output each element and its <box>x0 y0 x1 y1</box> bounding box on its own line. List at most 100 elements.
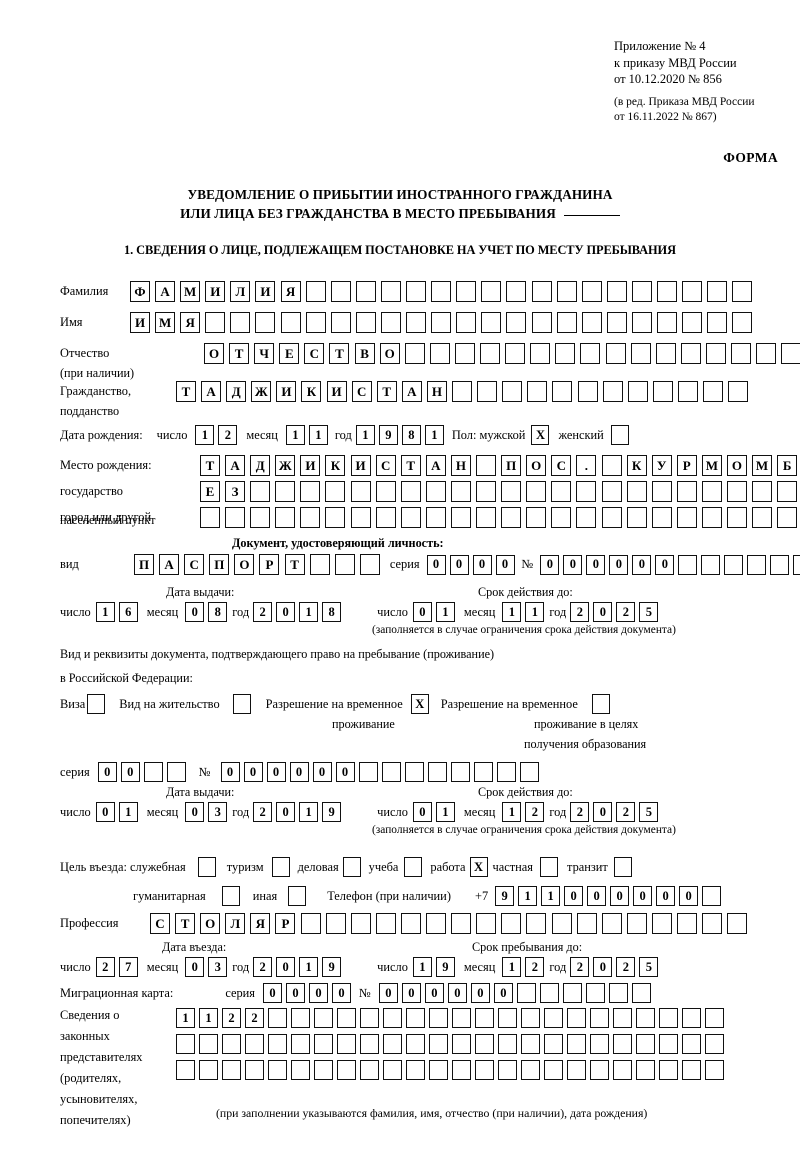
char-cell[interactable] <box>705 1008 724 1028</box>
char-cell[interactable] <box>630 343 651 364</box>
char-cell[interactable] <box>682 312 703 333</box>
char-cell[interactable]: 0 <box>540 554 560 575</box>
char-cell[interactable] <box>752 481 773 502</box>
char-cell[interactable] <box>456 312 477 333</box>
char-cell[interactable]: О <box>526 455 547 476</box>
char-cell[interactable] <box>770 554 790 575</box>
char-cell[interactable] <box>581 312 602 333</box>
char-cell[interactable] <box>380 281 401 302</box>
char-cell[interactable]: 9 <box>435 957 455 977</box>
char-cell[interactable] <box>677 381 698 402</box>
char-cell[interactable]: 0 <box>276 602 296 622</box>
char-cell[interactable]: 0 <box>593 602 613 622</box>
char-cell[interactable] <box>245 1034 264 1054</box>
char-cell[interactable]: 0 <box>95 802 115 822</box>
char-cell[interactable]: 0 <box>426 554 446 575</box>
char-cell[interactable]: 2 <box>253 957 273 977</box>
char-cell[interactable]: У <box>651 455 672 476</box>
char-cell[interactable]: П <box>501 455 522 476</box>
char-cell[interactable] <box>230 312 251 333</box>
char-cell[interactable]: Т <box>400 455 421 476</box>
char-cell[interactable]: 2 <box>253 802 273 822</box>
char-cell[interactable] <box>539 983 559 1003</box>
char-cell[interactable]: 0 <box>312 762 332 782</box>
char-cell[interactable] <box>427 762 447 782</box>
char-cell[interactable] <box>498 1060 517 1080</box>
char-cell[interactable] <box>551 507 572 528</box>
char-cell[interactable] <box>355 312 376 333</box>
char-cell[interactable] <box>590 1034 609 1054</box>
purpose-official-checkbox[interactable] <box>197 857 216 877</box>
char-cell[interactable] <box>360 1060 379 1080</box>
char-cell[interactable] <box>526 481 547 502</box>
char-cell[interactable]: Т <box>200 455 220 476</box>
char-cell[interactable] <box>531 312 552 333</box>
char-cell[interactable] <box>450 481 471 502</box>
char-cell[interactable]: 0 <box>185 802 205 822</box>
char-cell[interactable]: 0 <box>276 957 296 977</box>
purpose-transit-checkbox[interactable] <box>613 857 632 877</box>
char-cell[interactable]: О <box>726 455 747 476</box>
char-cell[interactable]: 6 <box>118 602 138 622</box>
char-cell[interactable] <box>556 281 577 302</box>
char-cell[interactable]: 0 <box>632 554 652 575</box>
char-cell[interactable] <box>531 281 552 302</box>
char-cell[interactable] <box>552 381 573 402</box>
char-cell[interactable] <box>576 481 597 502</box>
char-cell[interactable] <box>166 762 186 782</box>
char-cell[interactable]: И <box>326 381 347 402</box>
char-cell[interactable]: 2 <box>570 957 590 977</box>
char-cell[interactable] <box>476 481 497 502</box>
char-cell[interactable]: 0 <box>97 762 117 782</box>
char-cell[interactable] <box>682 1060 701 1080</box>
char-cell[interactable] <box>567 1034 586 1054</box>
char-cell[interactable]: С <box>375 455 396 476</box>
char-cell[interactable]: 0 <box>472 554 492 575</box>
char-cell[interactable] <box>659 1008 678 1028</box>
char-cell[interactable] <box>526 507 547 528</box>
char-cell[interactable]: Н <box>426 381 447 402</box>
char-cell[interactable]: 1 <box>502 957 522 977</box>
char-cell[interactable]: 2 <box>616 957 636 977</box>
char-cell[interactable] <box>556 312 577 333</box>
char-cell[interactable]: Е <box>279 343 300 364</box>
char-cell[interactable]: 8 <box>322 602 342 622</box>
char-cell[interactable] <box>656 281 677 302</box>
char-cell[interactable] <box>355 281 376 302</box>
char-cell[interactable] <box>601 481 622 502</box>
char-cell[interactable]: 1 <box>502 602 522 622</box>
char-cell[interactable]: 0 <box>586 554 606 575</box>
char-cell[interactable] <box>406 281 427 302</box>
char-cell[interactable] <box>601 913 622 934</box>
char-cell[interactable]: 1 <box>518 886 538 906</box>
char-cell[interactable]: М <box>155 312 176 333</box>
char-cell[interactable] <box>476 455 497 476</box>
char-cell[interactable] <box>551 913 572 934</box>
char-cell[interactable] <box>651 507 672 528</box>
char-cell[interactable]: 1 <box>525 602 545 622</box>
char-cell[interactable]: Л <box>225 913 246 934</box>
char-cell[interactable] <box>199 1034 218 1054</box>
char-cell[interactable] <box>291 1034 310 1054</box>
birthplace-city-cells-2[interactable] <box>200 507 798 528</box>
char-cell[interactable]: Р <box>259 554 280 575</box>
char-cell[interactable]: 2 <box>616 602 636 622</box>
char-cell[interactable] <box>701 507 722 528</box>
char-cell[interactable] <box>456 281 477 302</box>
char-cell[interactable]: 1 <box>424 425 444 445</box>
char-cell[interactable] <box>450 507 471 528</box>
char-cell[interactable] <box>544 1060 563 1080</box>
char-cell[interactable]: Т <box>229 343 250 364</box>
char-cell[interactable] <box>268 1008 287 1028</box>
char-cell[interactable] <box>359 554 380 575</box>
char-cell[interactable]: С <box>304 343 325 364</box>
char-cell[interactable] <box>530 343 551 364</box>
char-cell[interactable] <box>601 455 622 476</box>
char-cell[interactable] <box>291 1060 310 1080</box>
char-cell[interactable] <box>426 913 447 934</box>
char-cell[interactable] <box>309 554 330 575</box>
char-cell[interactable] <box>627 381 648 402</box>
